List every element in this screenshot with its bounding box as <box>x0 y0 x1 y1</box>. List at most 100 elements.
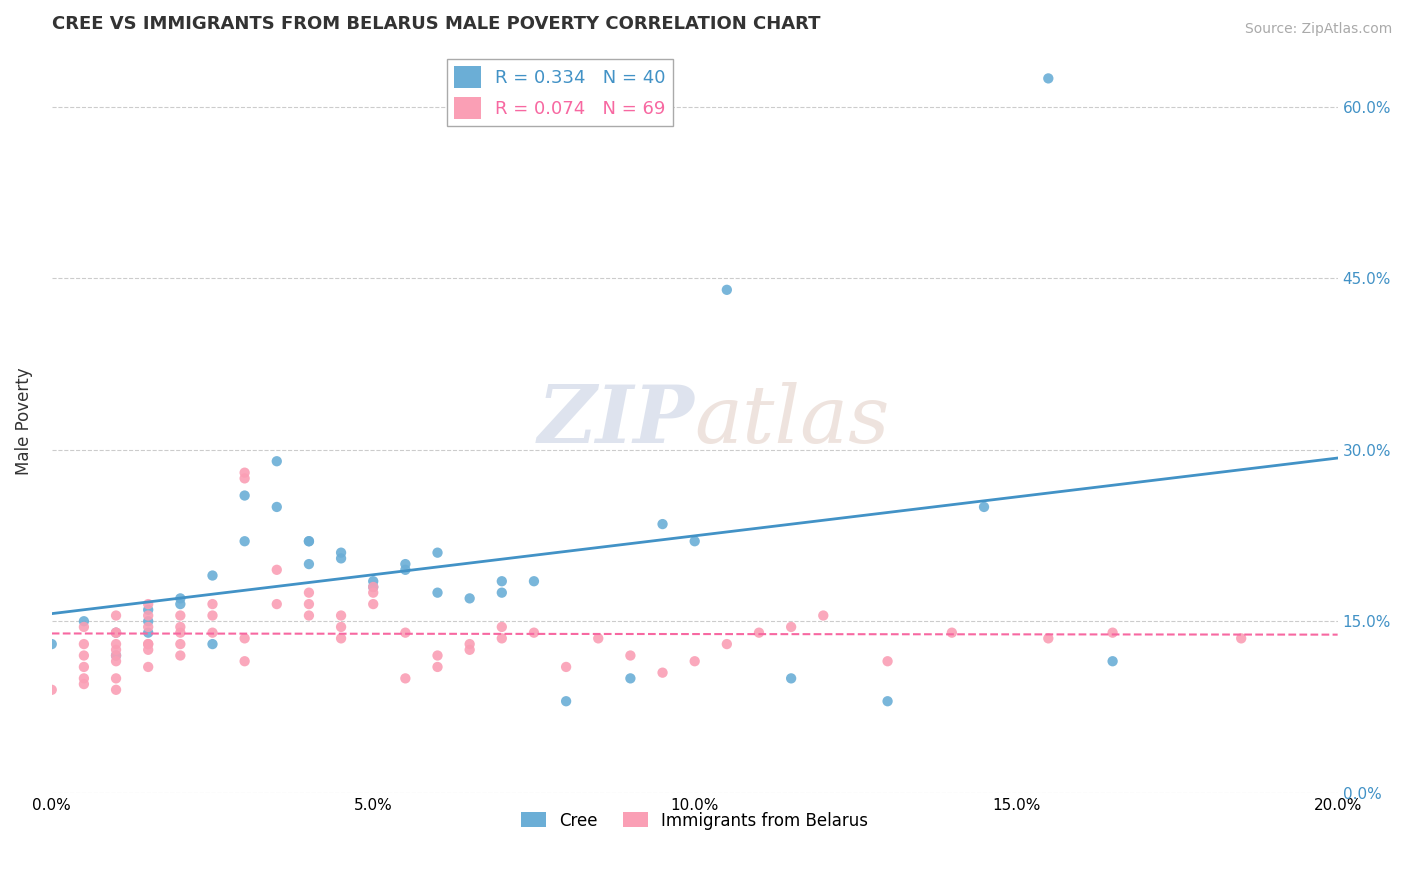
Point <box>941 625 963 640</box>
Point <box>394 672 416 686</box>
Point <box>169 625 191 640</box>
Point <box>266 563 288 577</box>
Point <box>266 454 288 468</box>
Point <box>136 637 159 651</box>
Point <box>586 632 609 646</box>
Point <box>748 625 770 640</box>
Point <box>233 654 256 668</box>
Point <box>105 625 128 640</box>
Text: ZIP: ZIP <box>538 383 695 460</box>
Point <box>73 620 96 634</box>
Point <box>491 620 513 634</box>
Point <box>491 632 513 646</box>
Point <box>136 625 159 640</box>
Point <box>298 608 321 623</box>
Point <box>233 489 256 503</box>
Point <box>201 625 224 640</box>
Point <box>105 642 128 657</box>
Point <box>361 597 384 611</box>
Point <box>683 534 706 549</box>
Point <box>523 625 546 640</box>
Point <box>361 580 384 594</box>
Point <box>716 637 738 651</box>
Text: Source: ZipAtlas.com: Source: ZipAtlas.com <box>1244 22 1392 37</box>
Point <box>458 637 481 651</box>
Point <box>458 642 481 657</box>
Point <box>136 642 159 657</box>
Point <box>1038 632 1060 646</box>
Point <box>201 608 224 623</box>
Point <box>394 625 416 640</box>
Point <box>330 620 353 634</box>
Point <box>41 682 63 697</box>
Point <box>298 534 321 549</box>
Point <box>1101 654 1123 668</box>
Point <box>73 614 96 628</box>
Point <box>683 654 706 668</box>
Point <box>394 563 416 577</box>
Point <box>330 546 353 560</box>
Point <box>41 637 63 651</box>
Point <box>169 608 191 623</box>
Point <box>105 625 128 640</box>
Point <box>201 637 224 651</box>
Point <box>426 585 449 599</box>
Point <box>298 557 321 571</box>
Point <box>298 585 321 599</box>
Point <box>169 620 191 634</box>
Point <box>813 608 835 623</box>
Point <box>619 672 641 686</box>
Point <box>136 603 159 617</box>
Point <box>169 648 191 663</box>
Point <box>136 660 159 674</box>
Point <box>169 637 191 651</box>
Point <box>73 660 96 674</box>
Point <box>330 551 353 566</box>
Point <box>266 597 288 611</box>
Point <box>1230 632 1253 646</box>
Y-axis label: Male Poverty: Male Poverty <box>15 368 32 475</box>
Legend: Cree, Immigrants from Belarus: Cree, Immigrants from Belarus <box>515 805 875 837</box>
Point <box>973 500 995 514</box>
Point <box>105 648 128 663</box>
Point <box>136 608 159 623</box>
Point <box>266 500 288 514</box>
Point <box>169 591 191 606</box>
Point <box>361 585 384 599</box>
Text: atlas: atlas <box>695 383 890 460</box>
Point <box>330 608 353 623</box>
Point <box>523 574 546 589</box>
Point <box>136 620 159 634</box>
Point <box>780 672 803 686</box>
Point <box>233 466 256 480</box>
Point <box>105 648 128 663</box>
Point <box>619 648 641 663</box>
Point <box>426 546 449 560</box>
Point <box>201 568 224 582</box>
Point <box>780 620 803 634</box>
Point <box>361 574 384 589</box>
Point <box>233 534 256 549</box>
Point <box>169 597 191 611</box>
Point <box>555 694 578 708</box>
Point <box>105 672 128 686</box>
Point <box>1101 625 1123 640</box>
Text: CREE VS IMMIGRANTS FROM BELARUS MALE POVERTY CORRELATION CHART: CREE VS IMMIGRANTS FROM BELARUS MALE POV… <box>52 15 820 33</box>
Point <box>458 591 481 606</box>
Point <box>201 597 224 611</box>
Point <box>426 648 449 663</box>
Point <box>136 597 159 611</box>
Point <box>394 557 416 571</box>
Point <box>426 660 449 674</box>
Point <box>876 694 898 708</box>
Point <box>73 677 96 691</box>
Point <box>298 597 321 611</box>
Point <box>73 648 96 663</box>
Point <box>105 654 128 668</box>
Point <box>105 637 128 651</box>
Point <box>330 632 353 646</box>
Point <box>651 517 673 532</box>
Point <box>73 637 96 651</box>
Point <box>136 614 159 628</box>
Point <box>1038 71 1060 86</box>
